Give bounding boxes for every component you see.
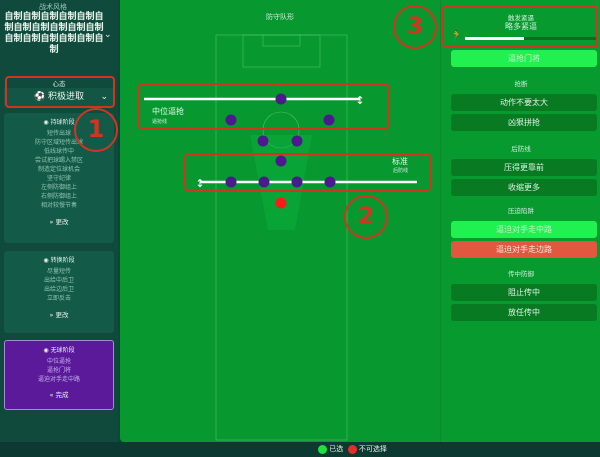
phase-item: 坚守纪律 bbox=[46, 175, 71, 182]
player-marker[interactable] bbox=[275, 155, 287, 167]
option-button[interactable]: 逼迫对手走边路 bbox=[451, 241, 597, 258]
player-marker[interactable] bbox=[291, 176, 303, 188]
phase-item: 出给边后卫 bbox=[43, 286, 74, 293]
football-icon: ⚽ bbox=[33, 92, 46, 102]
phase-item: 立即反击 bbox=[46, 295, 71, 302]
change-button[interactable]: » 更改 bbox=[4, 309, 114, 319]
right-panel: 触发紧逼 略多紧逼 🏃 逼抢门将 抢断动作不要太大 凶狠拼抢后防线压得更靠前收缩更… bbox=[440, 0, 600, 442]
legend-bar: 已选 不可选择 bbox=[0, 442, 600, 457]
option-button[interactable]: 阻止传中 bbox=[451, 284, 597, 301]
annotation-box-1 bbox=[5, 76, 115, 108]
penalty-area-top bbox=[242, 34, 321, 68]
change-label: 更改 bbox=[55, 311, 69, 319]
annotation-box-defensive-line bbox=[184, 153, 431, 192]
phase-item: 防守区域短传出球 bbox=[34, 139, 83, 146]
legend-selected: 已选 bbox=[329, 445, 344, 453]
mentality-dropdown[interactable]: ⚽ 积极进取 ⌄ bbox=[4, 88, 114, 106]
section-title: 压迫陷阱 bbox=[508, 207, 534, 215]
legend-unavailable: 不可选择 bbox=[358, 445, 387, 453]
phase-item: 制造定位球机会 bbox=[37, 166, 80, 173]
player-marker[interactable] bbox=[225, 176, 237, 188]
running-man-icon: 🏃 bbox=[451, 31, 463, 41]
double-chevron-left-icon: « bbox=[49, 391, 54, 399]
annotation-circle-2: 2 bbox=[344, 195, 388, 239]
phase-item: 尝试把球踢入禁区 bbox=[34, 157, 83, 164]
phase-item: 相对较慢节奏 bbox=[40, 202, 77, 209]
pitch-diagram: ↕ ↕ bbox=[144, 34, 417, 441]
change-button[interactable]: » 更改 bbox=[4, 216, 114, 226]
option-button[interactable]: 收缩更多 bbox=[451, 179, 597, 196]
player-marker[interactable] bbox=[258, 176, 270, 188]
phase-item: 逼迫对手走中路 bbox=[37, 376, 80, 383]
phase-icon: ◉ bbox=[43, 257, 49, 264]
phase-item: 左侧防御组上 bbox=[40, 184, 77, 191]
option-button[interactable]: 凶狠拼抢 bbox=[451, 114, 597, 131]
phase-title: 持球阶段 bbox=[50, 119, 75, 126]
change-label: 更改 bbox=[55, 218, 69, 226]
resize-arrow-icon: ↕ bbox=[355, 94, 364, 107]
phase-item: 右侧防御组上 bbox=[40, 193, 77, 200]
chevron-down-icon[interactable]: ⌄ bbox=[104, 30, 112, 40]
center-circle bbox=[262, 111, 300, 149]
phase-item: 低线球传中 bbox=[43, 148, 74, 155]
section-title: 后防线 bbox=[511, 145, 531, 153]
mentality-value: 积极进取 bbox=[48, 92, 85, 102]
player-marker[interactable] bbox=[225, 114, 237, 126]
player-marker[interactable] bbox=[257, 135, 269, 147]
mentality-label: 心态 bbox=[52, 80, 66, 88]
phase-title: 无球阶段 bbox=[50, 347, 75, 354]
trigger-press-value: 略多紧逼 bbox=[505, 22, 537, 31]
annotation-box-press-line bbox=[138, 83, 389, 130]
double-chevron-right-icon: » bbox=[49, 311, 54, 319]
trigger-press-slider[interactable] bbox=[465, 37, 597, 40]
defensive-line-label: 后防线 bbox=[392, 168, 408, 174]
annotation-circle-3: 3 bbox=[393, 5, 437, 49]
phase-item: 出给中后卫 bbox=[43, 277, 74, 284]
player-marker[interactable] bbox=[275, 93, 287, 105]
phase-item: 逼抢门将 bbox=[46, 367, 71, 374]
phase-icon: ◉ bbox=[43, 119, 49, 126]
phase-item: 尽量短传 bbox=[46, 268, 71, 275]
phase-out-of-possession: ◉ 无球阶段 中位逼抢 逼抢门将 逼迫对手走中路 « 完成 bbox=[4, 340, 114, 410]
phase-item: 短传出球 bbox=[46, 130, 71, 137]
phase-icon: ◉ bbox=[43, 347, 49, 354]
goal-area-top bbox=[262, 34, 301, 47]
player-marker[interactable] bbox=[324, 176, 336, 188]
resize-arrow-icon: ↕ bbox=[195, 177, 204, 190]
press-goalkeeper-button[interactable]: 逼抢门将 bbox=[451, 50, 597, 67]
chevron-down-icon: ⌄ bbox=[100, 92, 108, 102]
press-line-label: 逼抢线 bbox=[152, 119, 168, 125]
phase-transition: ◉ 转换阶段 尽量短传 出给中后卫 出给边后卫 立即反击 » 更改 bbox=[4, 251, 114, 333]
done-button[interactable]: « 完成 bbox=[5, 389, 113, 399]
defensive-line-value: 标准 bbox=[392, 157, 408, 166]
option-button[interactable]: 动作不要太大 bbox=[451, 94, 597, 111]
press-line-value: 中位逼抢 bbox=[152, 107, 184, 116]
annotation-circle-1: 1 bbox=[74, 108, 118, 152]
tactic-style-value[interactable]: 自制自制自制自制自制自制自制自制自制自制自制自制自制自制自制自制自制 bbox=[4, 12, 104, 55]
selected-dot-icon bbox=[318, 444, 327, 454]
unavailable-dot-icon bbox=[347, 444, 357, 454]
option-button[interactable]: 压得更靠前 bbox=[451, 159, 597, 176]
goalkeeper-marker[interactable] bbox=[275, 197, 287, 209]
tactic-style-label: 战术风格 bbox=[39, 3, 67, 11]
done-label: 完成 bbox=[55, 391, 69, 399]
player-marker[interactable] bbox=[323, 114, 335, 126]
phase-title: 转换阶段 bbox=[50, 257, 75, 264]
player-marker[interactable] bbox=[291, 135, 303, 147]
annotation-box-3 bbox=[442, 5, 598, 48]
option-button[interactable]: 逼迫对手走中路 bbox=[451, 221, 597, 238]
double-chevron-right-icon: » bbox=[49, 218, 54, 226]
formation-title: 防守队形 bbox=[266, 13, 294, 21]
option-button[interactable]: 放任传中 bbox=[451, 304, 597, 321]
section-title: 传中防御 bbox=[508, 270, 534, 278]
trigger-press-title: 触发紧逼 bbox=[508, 14, 534, 22]
phase-item: 中位逼抢 bbox=[46, 358, 71, 365]
left-sidebar: 战术风格 自制自制自制自制自制自制自制自制自制自制自制自制自制自制自制自制自制 … bbox=[0, 0, 118, 442]
section-title: 抢断 bbox=[514, 80, 528, 88]
